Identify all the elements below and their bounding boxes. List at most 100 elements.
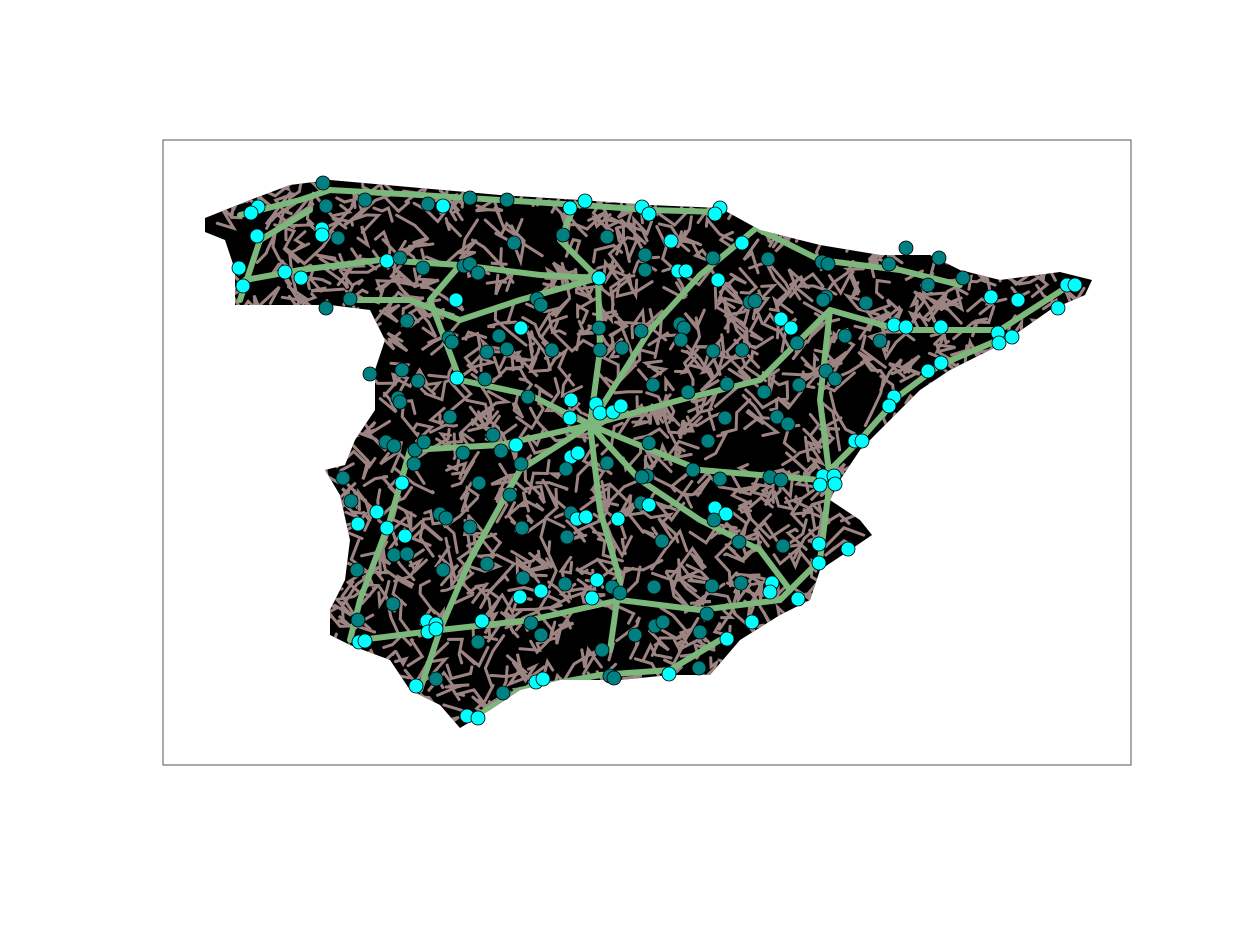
- node: [592, 405, 608, 421]
- node: [881, 398, 897, 414]
- node: [578, 509, 594, 525]
- node: [570, 445, 586, 461]
- node: [512, 589, 528, 605]
- node: [811, 555, 827, 571]
- node: [470, 634, 486, 650]
- node: [1067, 277, 1083, 293]
- node: [462, 519, 478, 535]
- node: [379, 253, 395, 269]
- node: [840, 541, 856, 557]
- node: [645, 377, 661, 393]
- node: [399, 546, 415, 562]
- node: [646, 579, 662, 595]
- node: [462, 190, 478, 206]
- node: [523, 615, 539, 631]
- node: [442, 409, 458, 425]
- node: [815, 292, 831, 308]
- node: [641, 206, 657, 222]
- node: [594, 642, 610, 658]
- node: [680, 384, 696, 400]
- node: [820, 256, 836, 272]
- node: [506, 235, 522, 251]
- node: [386, 438, 402, 454]
- node: [854, 433, 870, 449]
- node: [599, 229, 615, 245]
- node: [350, 516, 366, 532]
- node: [827, 476, 843, 492]
- node: [872, 333, 888, 349]
- node: [535, 671, 551, 687]
- highway: [417, 422, 593, 693]
- node: [606, 670, 622, 686]
- node: [335, 470, 351, 486]
- node: [577, 193, 593, 209]
- node: [881, 256, 897, 272]
- node: [591, 320, 607, 336]
- node: [612, 585, 628, 601]
- node: [394, 475, 410, 491]
- highway: [587, 422, 793, 593]
- node: [661, 666, 677, 682]
- node: [599, 455, 615, 471]
- node: [712, 471, 728, 487]
- node: [641, 435, 657, 451]
- node: [641, 497, 657, 513]
- node: [731, 534, 747, 550]
- node: [584, 590, 600, 606]
- node: [397, 528, 413, 544]
- node: [558, 461, 574, 477]
- node: [811, 536, 827, 552]
- node: [428, 621, 444, 637]
- node: [544, 342, 560, 358]
- node: [775, 538, 791, 554]
- node: [678, 263, 694, 279]
- node: [349, 562, 365, 578]
- node: [249, 228, 265, 244]
- highway: [587, 422, 623, 653]
- node: [610, 511, 626, 527]
- node: [692, 624, 708, 640]
- node: [613, 398, 629, 414]
- node: [837, 328, 853, 344]
- node: [933, 319, 949, 335]
- node: [634, 469, 650, 485]
- node: [455, 445, 471, 461]
- node: [706, 512, 722, 528]
- node: [362, 366, 378, 382]
- node: [555, 227, 571, 243]
- node: [705, 250, 721, 266]
- node: [898, 240, 914, 256]
- node: [499, 341, 515, 357]
- node: [1004, 329, 1020, 345]
- node: [699, 606, 715, 622]
- node: [769, 409, 785, 425]
- node: [499, 192, 515, 208]
- node: [470, 710, 486, 726]
- node: [734, 342, 750, 358]
- node: [369, 504, 385, 520]
- node: [495, 685, 511, 701]
- node: [410, 373, 426, 389]
- node: [533, 627, 549, 643]
- node: [760, 251, 776, 267]
- node: [655, 614, 671, 630]
- node: [691, 660, 707, 676]
- node: [773, 472, 789, 488]
- node: [243, 205, 259, 221]
- node: [633, 323, 649, 339]
- node: [557, 576, 573, 592]
- node: [719, 631, 735, 647]
- node: [392, 250, 408, 266]
- node: [563, 392, 579, 408]
- node: [955, 270, 971, 286]
- node: [627, 627, 643, 643]
- node: [502, 487, 518, 503]
- node: [493, 443, 509, 459]
- node: [449, 370, 465, 386]
- node: [399, 313, 415, 329]
- node: [470, 265, 486, 281]
- node: [277, 264, 293, 280]
- node: [920, 363, 936, 379]
- node: [533, 297, 549, 313]
